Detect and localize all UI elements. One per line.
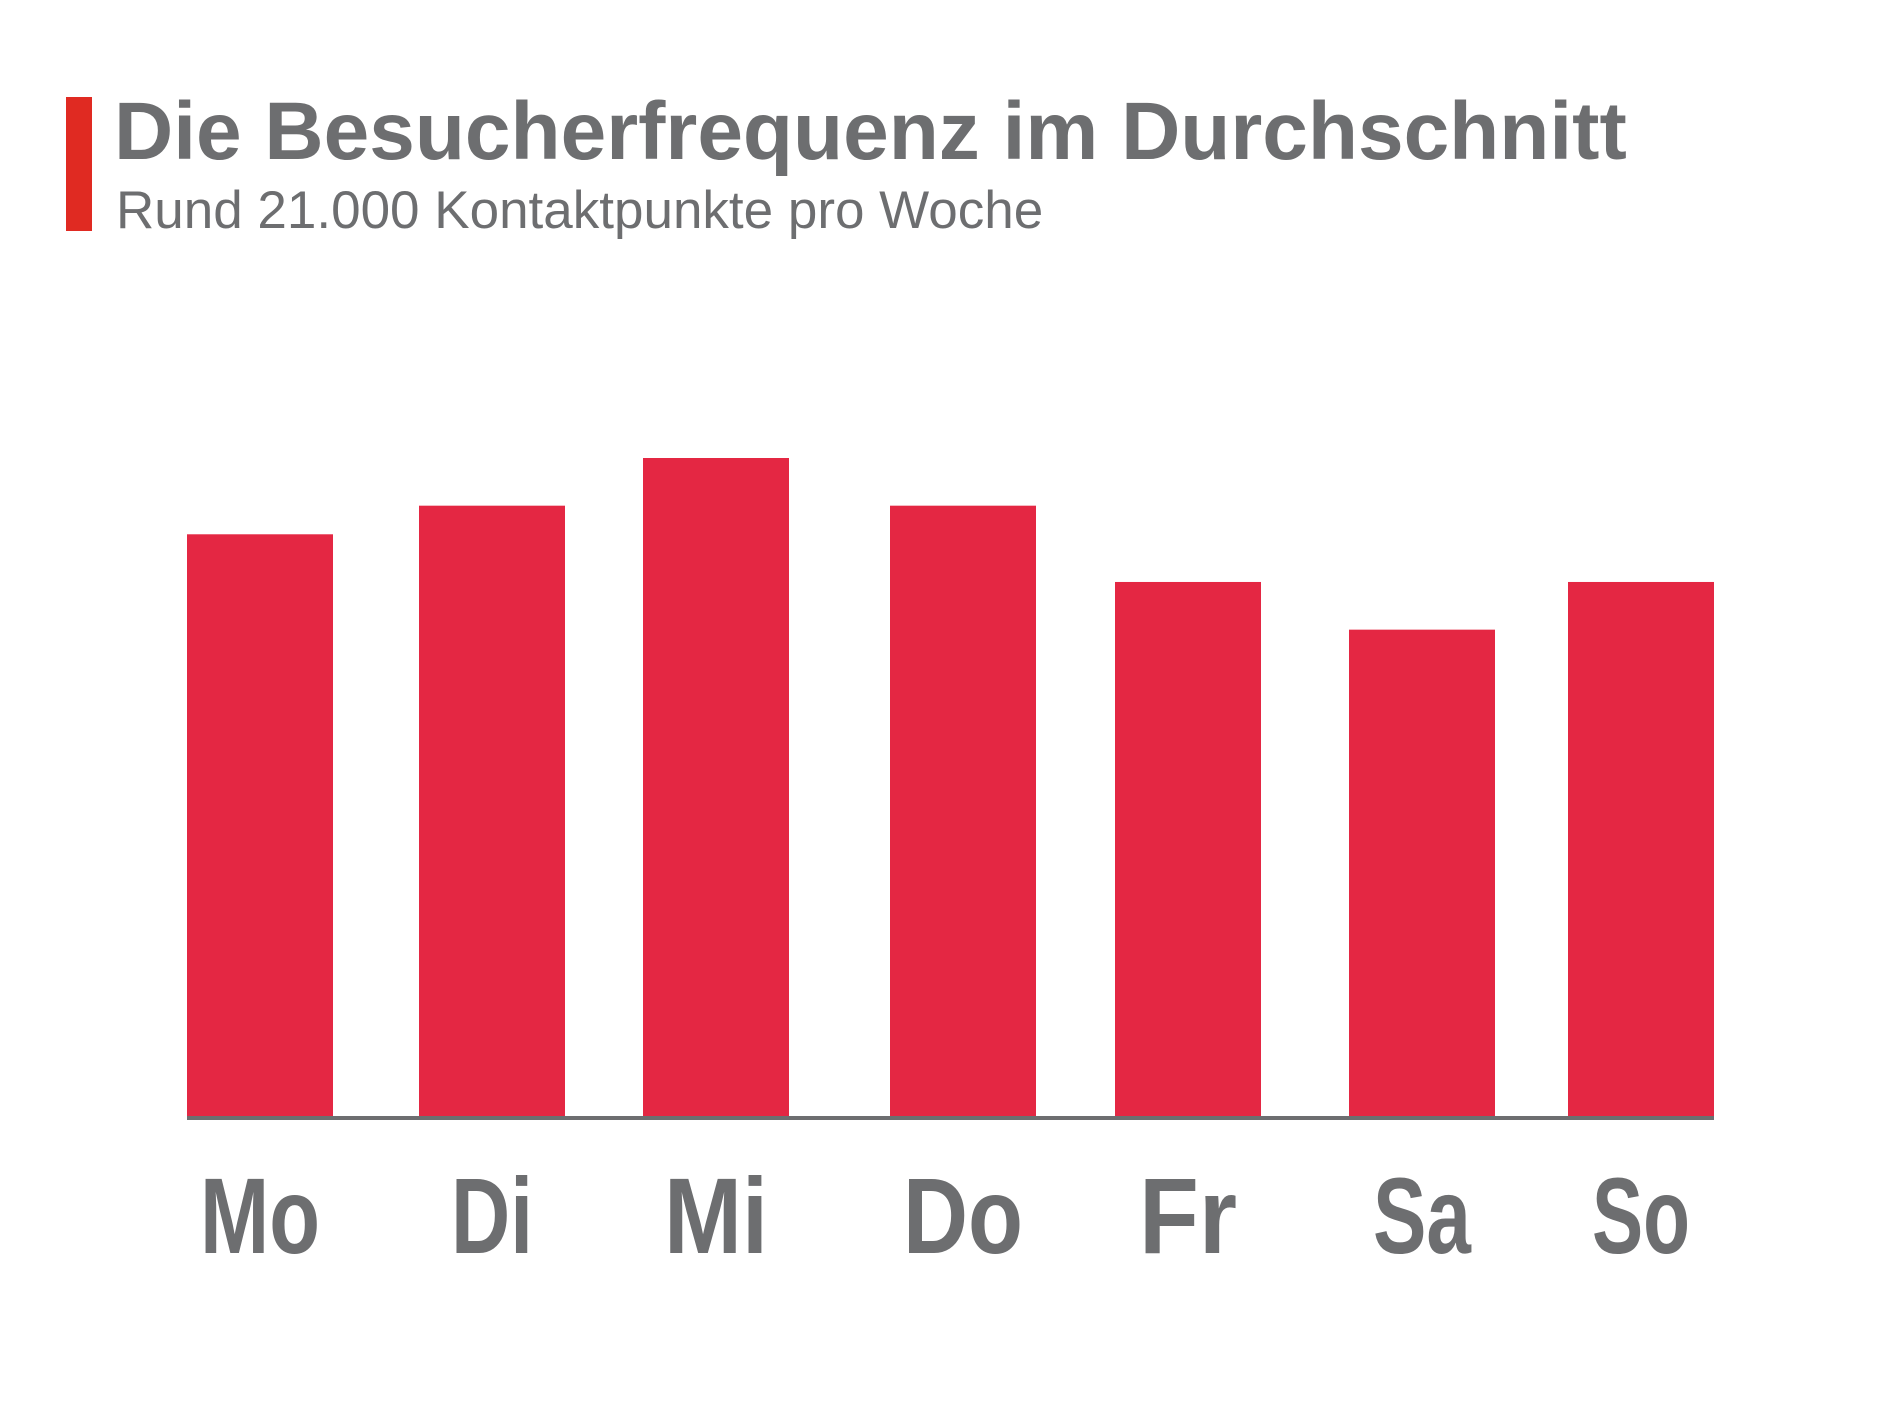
- x-tick-labels: Mo Di Mi Do Fr Sa So: [200, 1155, 1690, 1276]
- x-tick-label-mi: Mi: [664, 1155, 768, 1276]
- bar-mo: [187, 534, 333, 1116]
- chart-title: Die Besucherfrequenz im Durchschnitt: [114, 86, 1627, 177]
- bar-so: [1568, 581, 1714, 1116]
- x-tick-label-do: Do: [903, 1155, 1023, 1276]
- x-tick-label-so: So: [1592, 1155, 1690, 1276]
- x-tick-label-sa: Sa: [1373, 1155, 1472, 1276]
- bar-sa: [1349, 629, 1495, 1116]
- x-tick-label-mo: Mo: [200, 1155, 320, 1276]
- bar-di: [419, 505, 565, 1116]
- chart-subtitle: Rund 21.000 Kontaktpunkte pro Woche: [116, 181, 1044, 240]
- title-accent-bar: [66, 97, 92, 231]
- bar-fr: [1115, 581, 1261, 1116]
- bars-group: [187, 458, 1714, 1116]
- bar-mi: [643, 458, 789, 1116]
- bar-do: [890, 505, 1036, 1116]
- x-tick-label-fr: Fr: [1139, 1155, 1237, 1276]
- x-tick-label-di: Di: [451, 1155, 533, 1276]
